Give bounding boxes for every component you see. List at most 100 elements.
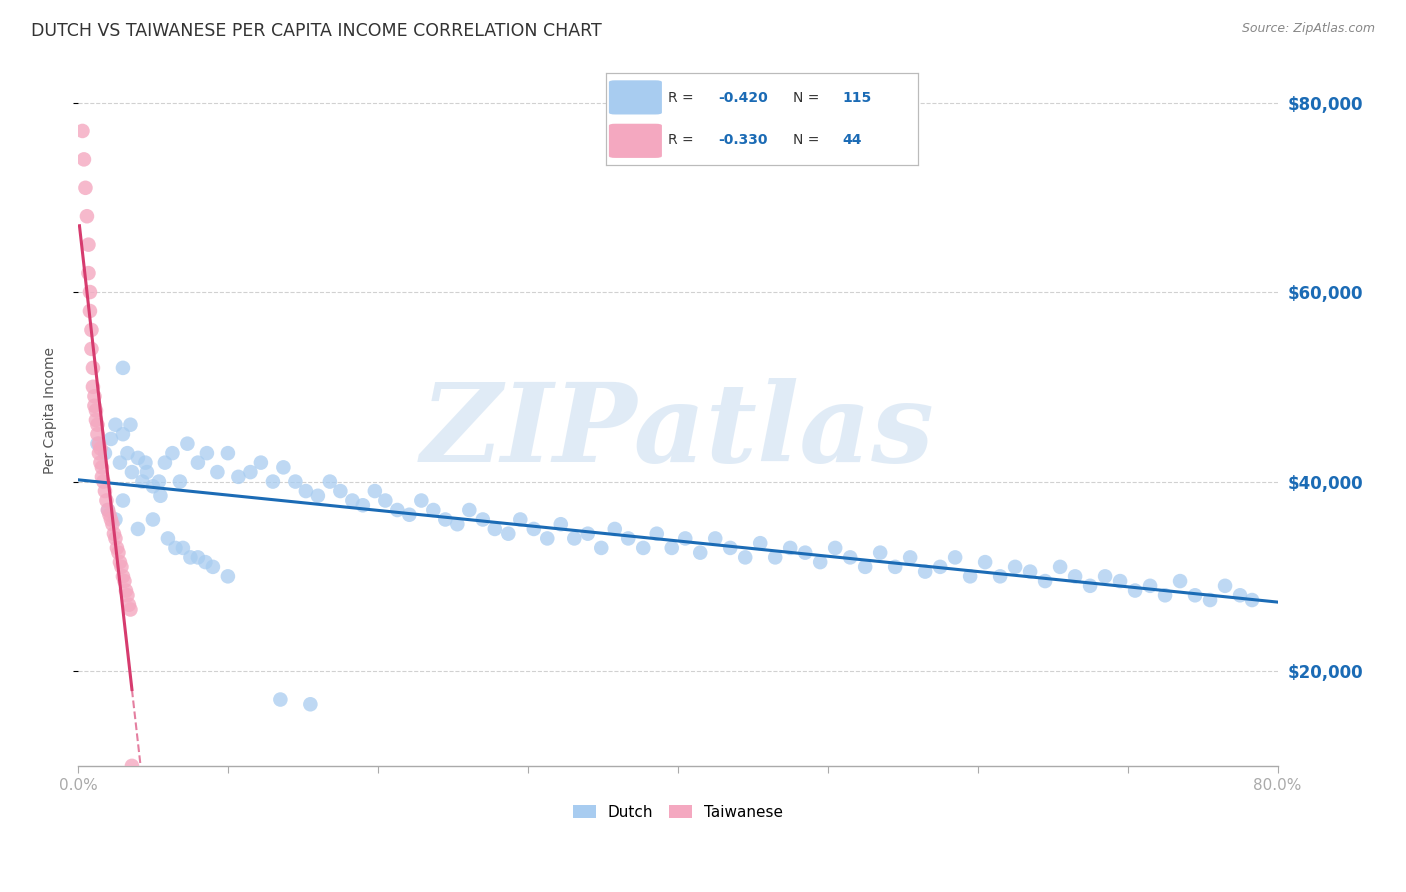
Point (84, 413, 107, 427)
Point (131, 475, 153, 489)
Point (83, 399, 105, 413)
Point (329, 484, 352, 499)
Point (207, 465, 229, 479)
Point (108, 456, 131, 470)
Point (1139, 579, 1161, 593)
Point (1229, 588, 1251, 602)
Point (87, 446, 110, 460)
Point (84, 403, 107, 417)
Point (929, 559, 952, 574)
Point (75, 181, 97, 195)
Point (319, 475, 342, 489)
Point (228, 470, 250, 484)
Point (673, 532, 696, 546)
Point (97, 503, 120, 517)
Point (645, 526, 668, 541)
Point (79, 304, 101, 318)
Point (749, 536, 772, 550)
Point (120, 602, 142, 616)
Point (100, 432, 122, 446)
Point (779, 541, 801, 555)
Point (1123, 583, 1146, 598)
Y-axis label: Per Capita Income: Per Capita Income (44, 347, 58, 474)
Point (1019, 565, 1042, 579)
Point (576, 526, 599, 541)
Text: DUTCH VS TAIWANESE PER CAPITA INCOME CORRELATION CHART: DUTCH VS TAIWANESE PER CAPITA INCOME COR… (31, 22, 602, 40)
Point (1004, 559, 1026, 574)
Point (134, 456, 156, 470)
Point (104, 417, 127, 432)
Point (434, 512, 457, 526)
Point (591, 541, 613, 555)
Point (446, 517, 468, 532)
Point (89, 442, 111, 456)
Point (111, 360, 134, 375)
Point (72, 124, 94, 138)
Point (284, 475, 307, 489)
Point (523, 522, 546, 536)
Point (82, 380, 104, 394)
Point (110, 559, 132, 574)
Point (86, 427, 108, 442)
Point (853, 559, 876, 574)
Point (763, 550, 786, 565)
Point (118, 598, 141, 612)
Point (661, 541, 683, 555)
Text: ZIPatlas: ZIPatlas (420, 378, 935, 485)
Point (1154, 588, 1177, 602)
Point (295, 484, 318, 499)
Point (269, 692, 291, 706)
Point (1168, 574, 1191, 588)
Point (107, 546, 129, 560)
Point (187, 550, 209, 565)
Point (839, 550, 862, 565)
Point (104, 532, 127, 546)
Point (187, 456, 209, 470)
Point (458, 503, 481, 517)
Point (633, 541, 655, 555)
Point (142, 512, 165, 526)
Point (411, 493, 433, 508)
Point (884, 559, 907, 574)
Point (80, 323, 103, 337)
Point (100, 512, 122, 526)
Point (364, 484, 387, 499)
Point (156, 532, 179, 546)
Text: Source: ZipAtlas.com: Source: ZipAtlas.com (1241, 22, 1375, 36)
Point (959, 569, 981, 583)
Point (217, 569, 239, 583)
Point (114, 574, 136, 588)
Point (96, 493, 118, 508)
Point (498, 526, 520, 541)
Point (509, 512, 531, 526)
Point (536, 532, 558, 546)
Legend: Dutch, Taiwanese: Dutch, Taiwanese (567, 798, 789, 826)
Point (422, 503, 444, 517)
Point (484, 522, 506, 536)
Point (127, 522, 149, 536)
Point (115, 583, 138, 598)
Point (77, 237, 100, 252)
Point (562, 532, 585, 546)
Point (136, 465, 159, 479)
Point (104, 512, 127, 526)
Point (1213, 579, 1236, 593)
Point (352, 498, 374, 512)
Point (80, 342, 103, 356)
Point (91, 460, 114, 475)
Point (105, 541, 128, 555)
Point (398, 508, 420, 522)
Point (153, 456, 176, 470)
Point (97, 503, 120, 517)
Point (148, 475, 170, 489)
Point (127, 450, 149, 465)
Point (111, 569, 134, 583)
Point (250, 456, 273, 470)
Point (101, 517, 124, 532)
Point (1033, 574, 1056, 588)
Point (162, 446, 184, 460)
Point (794, 546, 817, 560)
Point (387, 503, 409, 517)
Point (111, 493, 134, 508)
Point (974, 555, 997, 569)
